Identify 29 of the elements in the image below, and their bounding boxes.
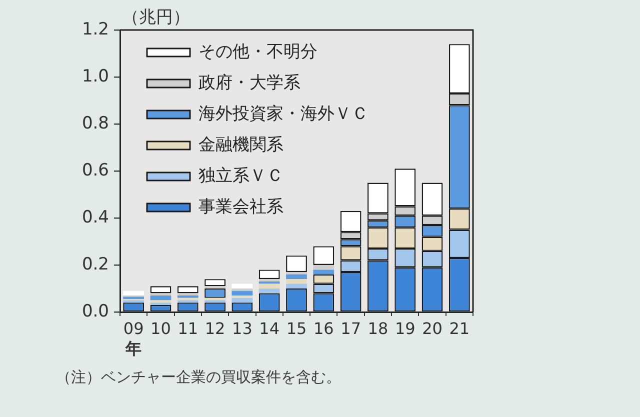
y-tick-label: 0.4 xyxy=(82,207,109,228)
x-tick-label: 11 xyxy=(178,318,198,338)
y-tick-label: 1.2 xyxy=(82,19,109,40)
y-tick-label: 1.0 xyxy=(82,66,109,86)
x-tick-label: 19 xyxy=(394,318,416,338)
legend-label: 独立系ＶＣ xyxy=(198,166,284,186)
x-axis-title: 年 xyxy=(124,339,142,358)
legend-label: 政府・大学系 xyxy=(198,72,300,93)
legend-label: その他・不明分 xyxy=(198,42,318,62)
x-tick-label: 12 xyxy=(204,318,226,338)
text: （注）ベンチャー企業の買収案件を含む。 xyxy=(56,367,341,388)
y-tick-label: 0.8 xyxy=(82,113,109,134)
legend-label: 海外投資家・海外ＶＣ xyxy=(198,104,368,124)
x-tick-label: 16 xyxy=(313,318,334,338)
x-tick-label: 13 xyxy=(232,318,252,338)
legend-label: 金融機関系 xyxy=(198,134,284,155)
y-tick-label: 0.2 xyxy=(82,254,109,274)
y-tick-label: 0.6 xyxy=(82,160,109,180)
x-tick-label: 21 xyxy=(449,318,470,338)
y-tick-label: 0.0 xyxy=(82,301,109,322)
x-tick-label: 20 xyxy=(422,318,442,338)
y-axis-title: （兆円） xyxy=(122,7,190,28)
x-tick-label: 15 xyxy=(286,318,307,338)
x-tick-label: 17 xyxy=(340,318,361,338)
x-tick-label: 14 xyxy=(259,318,280,338)
x-tick-label: 09 xyxy=(123,318,144,338)
x-tick-label: 18 xyxy=(368,318,388,338)
legend-label: 事業会社系 xyxy=(198,196,284,217)
x-tick-label: 10 xyxy=(150,318,171,338)
